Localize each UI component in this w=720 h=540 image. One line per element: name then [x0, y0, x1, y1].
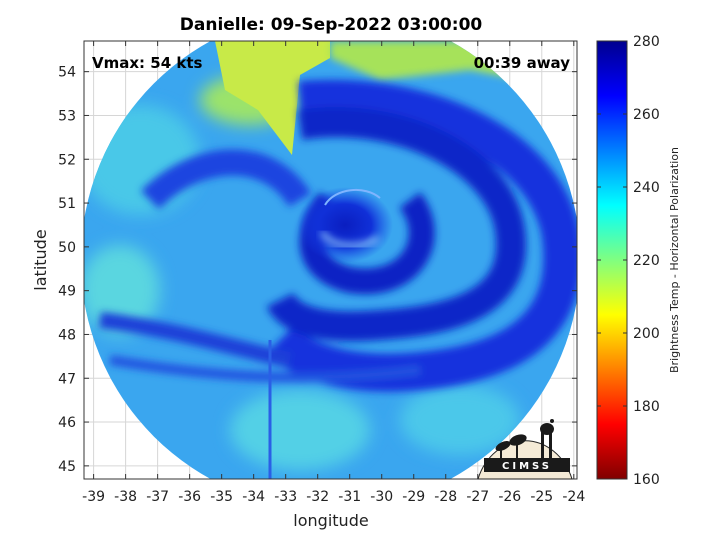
- microwave-swath: [84, 41, 577, 479]
- plot-frame: [83, 40, 578, 480]
- x-tick-label: -33: [274, 489, 297, 505]
- x-tick-label: -28: [434, 489, 457, 505]
- away-label: 00:39 away: [474, 54, 571, 72]
- colorbar: [596, 40, 628, 480]
- colorbar-tick-label: 260: [633, 107, 660, 123]
- colorbar-ticks: 160 180 200 220 240 260 280: [597, 34, 660, 488]
- x-tick-label: -35: [210, 489, 233, 505]
- x-tick-label: -24: [562, 489, 585, 505]
- x-tick-label: -29: [402, 489, 425, 505]
- x-tick-label: -38: [114, 489, 137, 505]
- y-tick-label: 52: [58, 152, 76, 168]
- logo-text: CIMSS: [502, 461, 552, 472]
- vmax-label: Vmax: 54 kts: [92, 54, 202, 72]
- y-axis-label: latitude: [31, 229, 50, 290]
- y-tick-label: 45: [58, 459, 76, 475]
- rain-bands: [99, 79, 577, 392]
- colorbar-tick-label: 180: [633, 399, 660, 415]
- colorbar-tick-label: 220: [633, 253, 660, 269]
- storm-eye: [297, 187, 393, 263]
- chart-title: Danielle: 09-Sep-2022 03:00:00: [180, 15, 483, 35]
- colorbar-tick-label: 160: [633, 472, 660, 488]
- cimss-logo: CIMSS: [477, 419, 573, 480]
- x-tick-label: -25: [530, 489, 553, 505]
- x-tick-label: -32: [306, 489, 329, 505]
- x-tick-label: -37: [146, 489, 169, 505]
- y-tick-label: 48: [58, 327, 76, 343]
- y-tick-label: 51: [58, 196, 76, 212]
- dry-slot: [215, 41, 330, 155]
- colorbar-tick-label: 240: [633, 180, 660, 196]
- y-tick-label: 54: [58, 65, 76, 81]
- x-tick-label: -30: [370, 489, 393, 505]
- y-tick-label: 50: [58, 240, 76, 256]
- y-tick-label: 47: [58, 371, 76, 387]
- colorbar-tick-label: 280: [633, 34, 660, 50]
- y-tick-label: 53: [58, 108, 76, 124]
- colorbar-tick-label: 200: [633, 326, 660, 342]
- y-tick-label: 49: [58, 284, 76, 300]
- x-tick-label: -31: [338, 489, 361, 505]
- y-tick-label: 46: [58, 415, 76, 431]
- x-tick-label: -36: [178, 489, 201, 505]
- colorbar-label: Brightness Temp - Horizontal Polarizatio…: [668, 147, 681, 373]
- x-tick-label: -27: [466, 489, 489, 505]
- x-tick-label: -26: [498, 489, 521, 505]
- x-tick-label: -34: [242, 489, 265, 505]
- eyewall-arc: [324, 188, 381, 206]
- eyewall-highlight: [320, 230, 380, 248]
- x-tick-label: -39: [82, 489, 105, 505]
- x-axis-label: longitude: [293, 511, 368, 530]
- y-axis-ticks: 45 46 47 48 49 50 51 52 53 54: [58, 65, 577, 475]
- x-axis-ticks: -39 -38 -37 -36 -35 -34 -33 -32 -31 -30 -29 -28 -27-…: [82, 41, 585, 505]
